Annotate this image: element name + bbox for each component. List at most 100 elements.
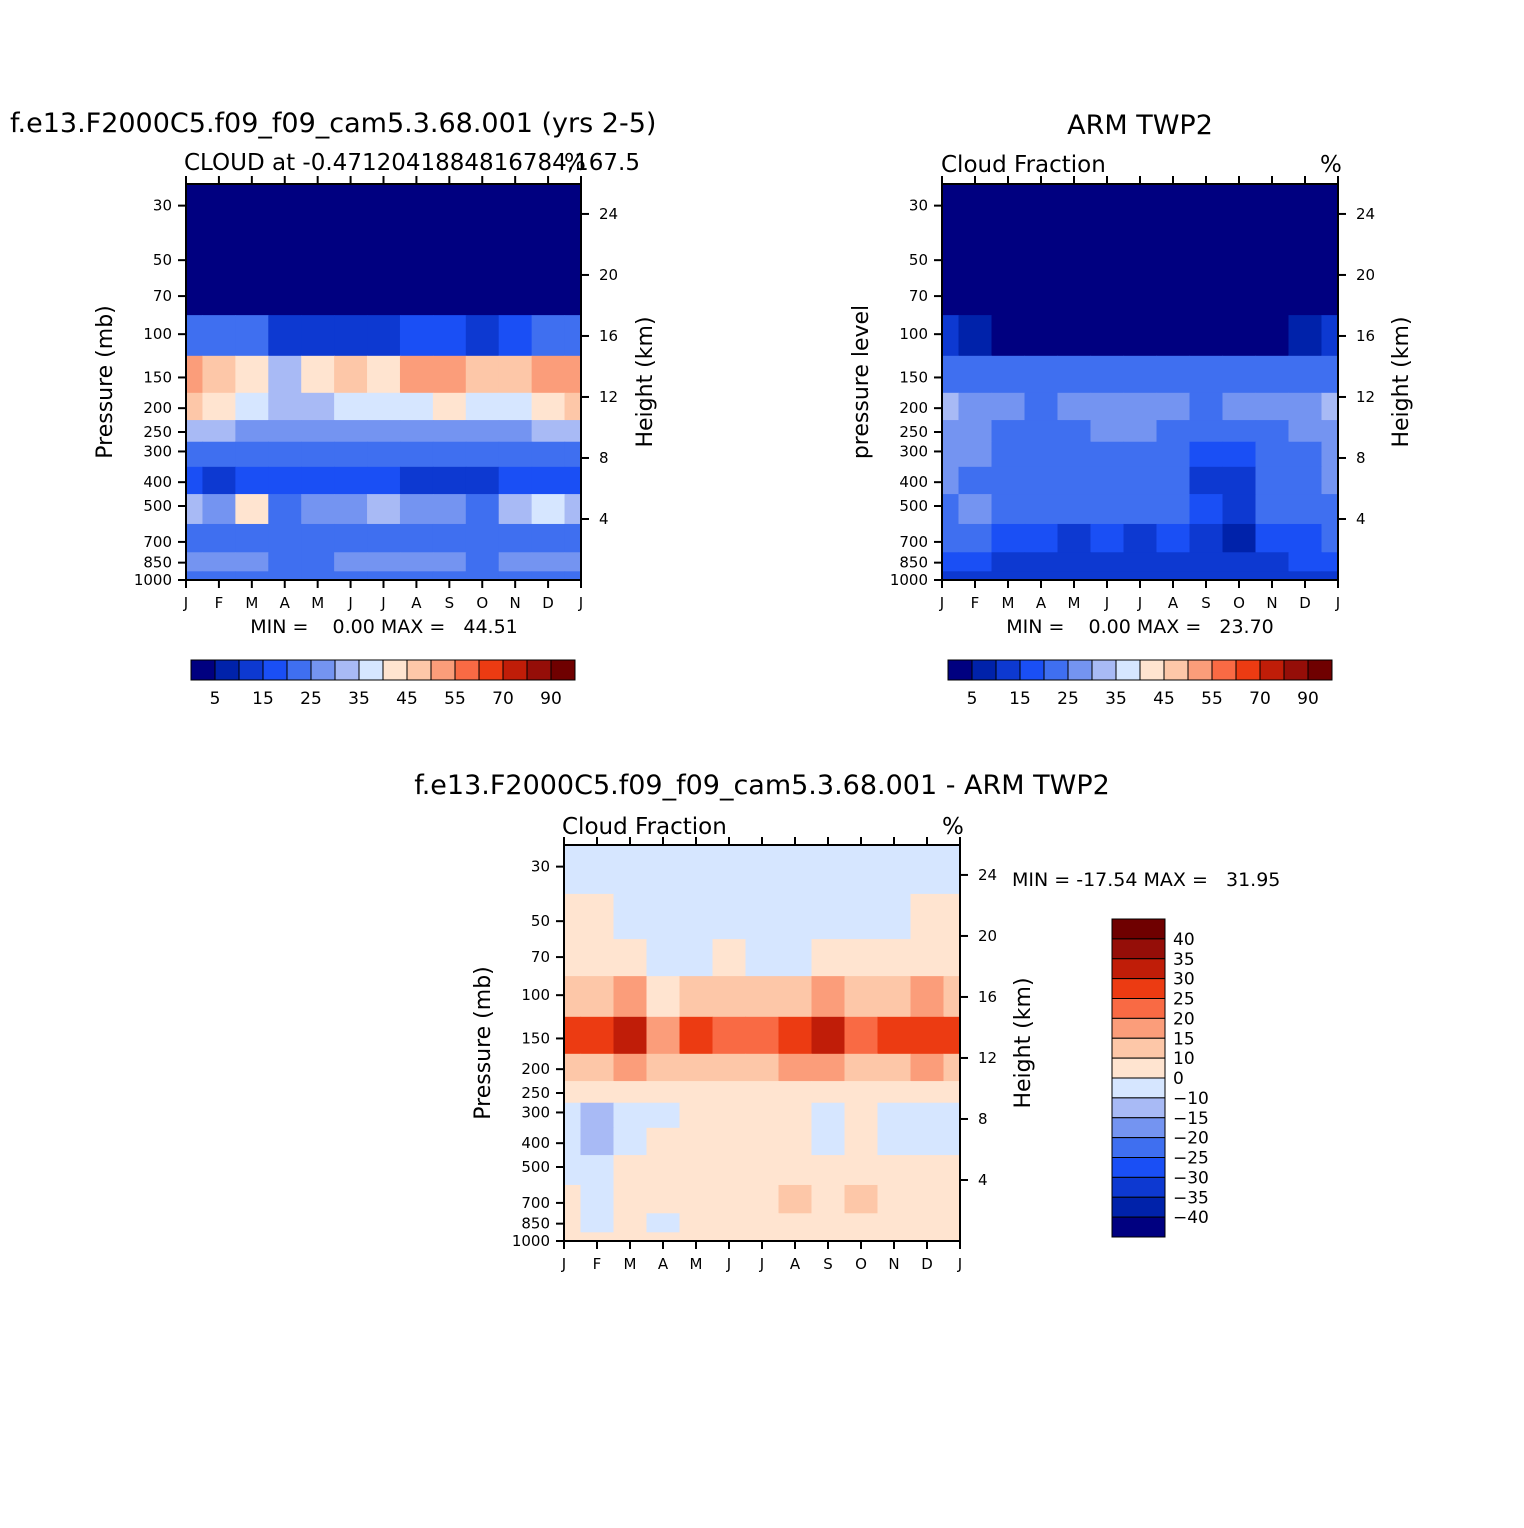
contour-cell — [465, 523, 500, 553]
contour-cell — [942, 315, 960, 357]
contour-cell — [564, 355, 582, 394]
contour-cell — [268, 441, 302, 468]
contour-cell — [301, 466, 335, 495]
contour-cell — [580, 1184, 615, 1214]
contour-cell — [943, 893, 961, 940]
contour-cell — [301, 494, 335, 525]
contour-cell — [942, 523, 960, 553]
contour-cell — [811, 1102, 846, 1129]
contour-cell — [778, 1184, 813, 1214]
pressure-tick-label: 250 — [143, 423, 172, 441]
contour-cell — [943, 1184, 961, 1214]
contour-cell — [202, 184, 236, 234]
pressure-tick-label: 100 — [521, 986, 550, 1004]
contour-cell — [613, 1081, 648, 1104]
contour-cell — [432, 232, 467, 279]
contour-cell — [1156, 571, 1191, 581]
contour-cell — [958, 355, 993, 394]
contour-cell — [268, 420, 302, 443]
contour-cell — [432, 441, 467, 468]
month-label: O — [855, 1255, 867, 1273]
contour-cell — [399, 184, 434, 234]
contour-cell — [367, 392, 401, 421]
contour-cell — [202, 466, 236, 495]
contour-cell — [991, 523, 1026, 553]
contour-cell — [958, 420, 993, 443]
contour-cell — [613, 1155, 648, 1186]
contour-cell — [1024, 466, 1059, 495]
month-label: A — [790, 1255, 801, 1273]
contour-cell — [202, 232, 236, 279]
contour-cell — [1222, 494, 1257, 525]
colorbar-swatch — [1091, 659, 1117, 681]
contour-cell — [877, 893, 912, 940]
contour-cell — [778, 1155, 813, 1186]
contour-cell — [910, 1016, 945, 1055]
height-tick-label: 24 — [978, 866, 997, 884]
colorbar-label: 35 — [1173, 950, 1195, 970]
contour-cell — [399, 278, 434, 316]
month-label: J — [759, 1255, 764, 1273]
colorbar-swatch — [1111, 1117, 1166, 1139]
contour-cell — [844, 845, 879, 895]
contour-cell — [202, 315, 236, 357]
contour-cell — [564, 1127, 582, 1156]
contour-cell — [991, 420, 1026, 443]
pressure-tick-label: 30 — [909, 197, 928, 215]
contour-cell — [1123, 278, 1158, 316]
pressure-tick-label: 400 — [899, 473, 928, 491]
colorbar-swatch — [310, 659, 336, 681]
contour-cell — [712, 1081, 747, 1104]
contour-cell — [1123, 523, 1158, 553]
colorbar-swatch — [1115, 659, 1141, 681]
contour-cell — [712, 939, 747, 977]
contour-cell — [531, 494, 566, 525]
contour-cell — [712, 1102, 747, 1129]
contour-cell — [580, 1102, 615, 1129]
contour-cell — [465, 355, 500, 394]
contour-cell — [910, 1155, 945, 1186]
month-label: S — [1201, 594, 1211, 612]
colorbar-label: −10 — [1173, 1089, 1209, 1109]
contour-cell — [1321, 523, 1339, 553]
contour-cell — [679, 976, 714, 1018]
panel-obs-field — [942, 184, 1339, 581]
month-label: A — [1036, 594, 1047, 612]
contour-cell — [432, 571, 467, 581]
contour-cell — [811, 939, 846, 977]
contour-cell — [432, 278, 467, 316]
contour-cell — [1057, 552, 1092, 572]
colorbar-swatch — [1111, 938, 1166, 960]
contour-cell — [202, 552, 236, 572]
contour-cell — [1189, 278, 1224, 316]
contour-cell — [432, 420, 467, 443]
contour-cell — [811, 1213, 846, 1233]
contour-cell — [811, 1184, 846, 1214]
height-tick-label: 8 — [978, 1110, 988, 1128]
height-tick-label: 24 — [1356, 205, 1375, 223]
contour-cell — [1321, 355, 1339, 394]
month-label: N — [510, 594, 521, 612]
contour-cell — [531, 232, 566, 279]
colorbar-label: 25 — [1173, 990, 1195, 1010]
contour-cell — [465, 184, 500, 234]
contour-cell — [1255, 315, 1290, 357]
contour-cell — [613, 1053, 648, 1082]
contour-cell — [1123, 494, 1158, 525]
colorbar-swatch — [502, 659, 528, 681]
contour-cell — [367, 571, 401, 581]
contour-cell — [1156, 355, 1191, 394]
height-tick-label: 16 — [978, 988, 997, 1006]
contour-cell — [498, 355, 533, 394]
contour-cell — [910, 976, 945, 1018]
contour-cell — [679, 1102, 714, 1129]
contour-cell — [564, 1213, 582, 1233]
contour-cell — [1189, 355, 1224, 394]
contour-cell — [1024, 392, 1059, 421]
panel-obs-colorbar: 5 15 25 35 45 55 70 90 — [947, 659, 1333, 709]
colorbar-swatch — [1111, 1097, 1166, 1119]
contour-cell — [991, 355, 1026, 394]
contour-cell — [991, 392, 1026, 421]
pressure-tick-label: 400 — [521, 1134, 550, 1152]
